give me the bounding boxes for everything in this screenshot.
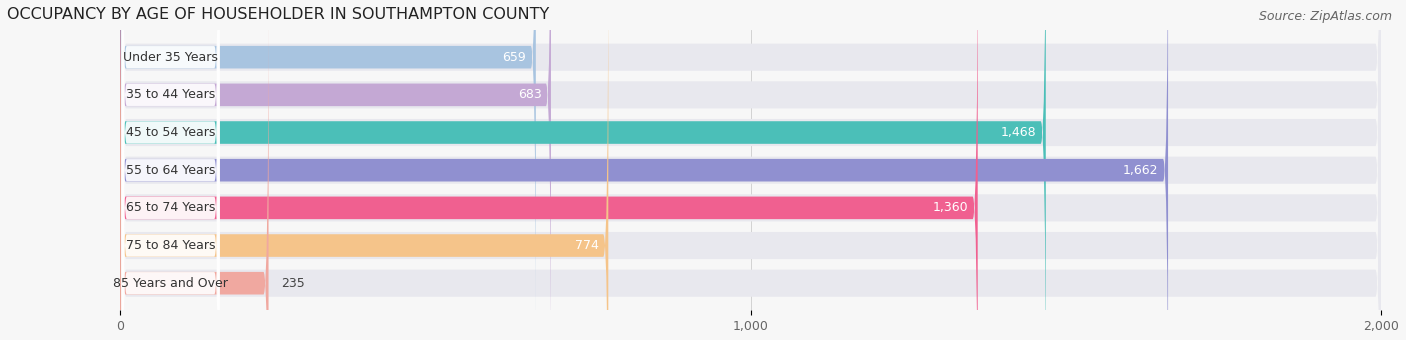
FancyBboxPatch shape bbox=[122, 0, 219, 340]
FancyBboxPatch shape bbox=[121, 0, 1381, 340]
FancyBboxPatch shape bbox=[121, 0, 1168, 340]
FancyBboxPatch shape bbox=[121, 0, 1381, 340]
Text: 235: 235 bbox=[281, 277, 305, 290]
FancyBboxPatch shape bbox=[121, 0, 1381, 340]
FancyBboxPatch shape bbox=[121, 0, 977, 340]
FancyBboxPatch shape bbox=[122, 0, 219, 340]
Text: 1,662: 1,662 bbox=[1123, 164, 1159, 177]
FancyBboxPatch shape bbox=[121, 0, 536, 340]
FancyBboxPatch shape bbox=[121, 0, 1381, 340]
Text: 75 to 84 Years: 75 to 84 Years bbox=[125, 239, 215, 252]
FancyBboxPatch shape bbox=[122, 0, 219, 340]
FancyBboxPatch shape bbox=[122, 0, 219, 340]
Text: 774: 774 bbox=[575, 239, 599, 252]
Text: 65 to 74 Years: 65 to 74 Years bbox=[125, 201, 215, 214]
FancyBboxPatch shape bbox=[121, 0, 551, 340]
Text: 85 Years and Over: 85 Years and Over bbox=[112, 277, 228, 290]
FancyBboxPatch shape bbox=[121, 0, 609, 340]
FancyBboxPatch shape bbox=[122, 0, 219, 340]
Text: 659: 659 bbox=[502, 51, 526, 64]
Text: 55 to 64 Years: 55 to 64 Years bbox=[125, 164, 215, 177]
Text: Source: ZipAtlas.com: Source: ZipAtlas.com bbox=[1258, 10, 1392, 23]
FancyBboxPatch shape bbox=[122, 0, 219, 340]
FancyBboxPatch shape bbox=[121, 0, 1046, 340]
Text: 1,360: 1,360 bbox=[932, 201, 969, 214]
Text: OCCUPANCY BY AGE OF HOUSEHOLDER IN SOUTHAMPTON COUNTY: OCCUPANCY BY AGE OF HOUSEHOLDER IN SOUTH… bbox=[7, 7, 550, 22]
FancyBboxPatch shape bbox=[121, 0, 1381, 340]
FancyBboxPatch shape bbox=[121, 0, 269, 340]
Text: Under 35 Years: Under 35 Years bbox=[124, 51, 218, 64]
Text: 1,468: 1,468 bbox=[1001, 126, 1036, 139]
Text: 45 to 54 Years: 45 to 54 Years bbox=[125, 126, 215, 139]
Text: 35 to 44 Years: 35 to 44 Years bbox=[127, 88, 215, 101]
FancyBboxPatch shape bbox=[121, 0, 1381, 340]
FancyBboxPatch shape bbox=[122, 0, 219, 340]
Text: 683: 683 bbox=[517, 88, 541, 101]
FancyBboxPatch shape bbox=[121, 0, 1381, 340]
